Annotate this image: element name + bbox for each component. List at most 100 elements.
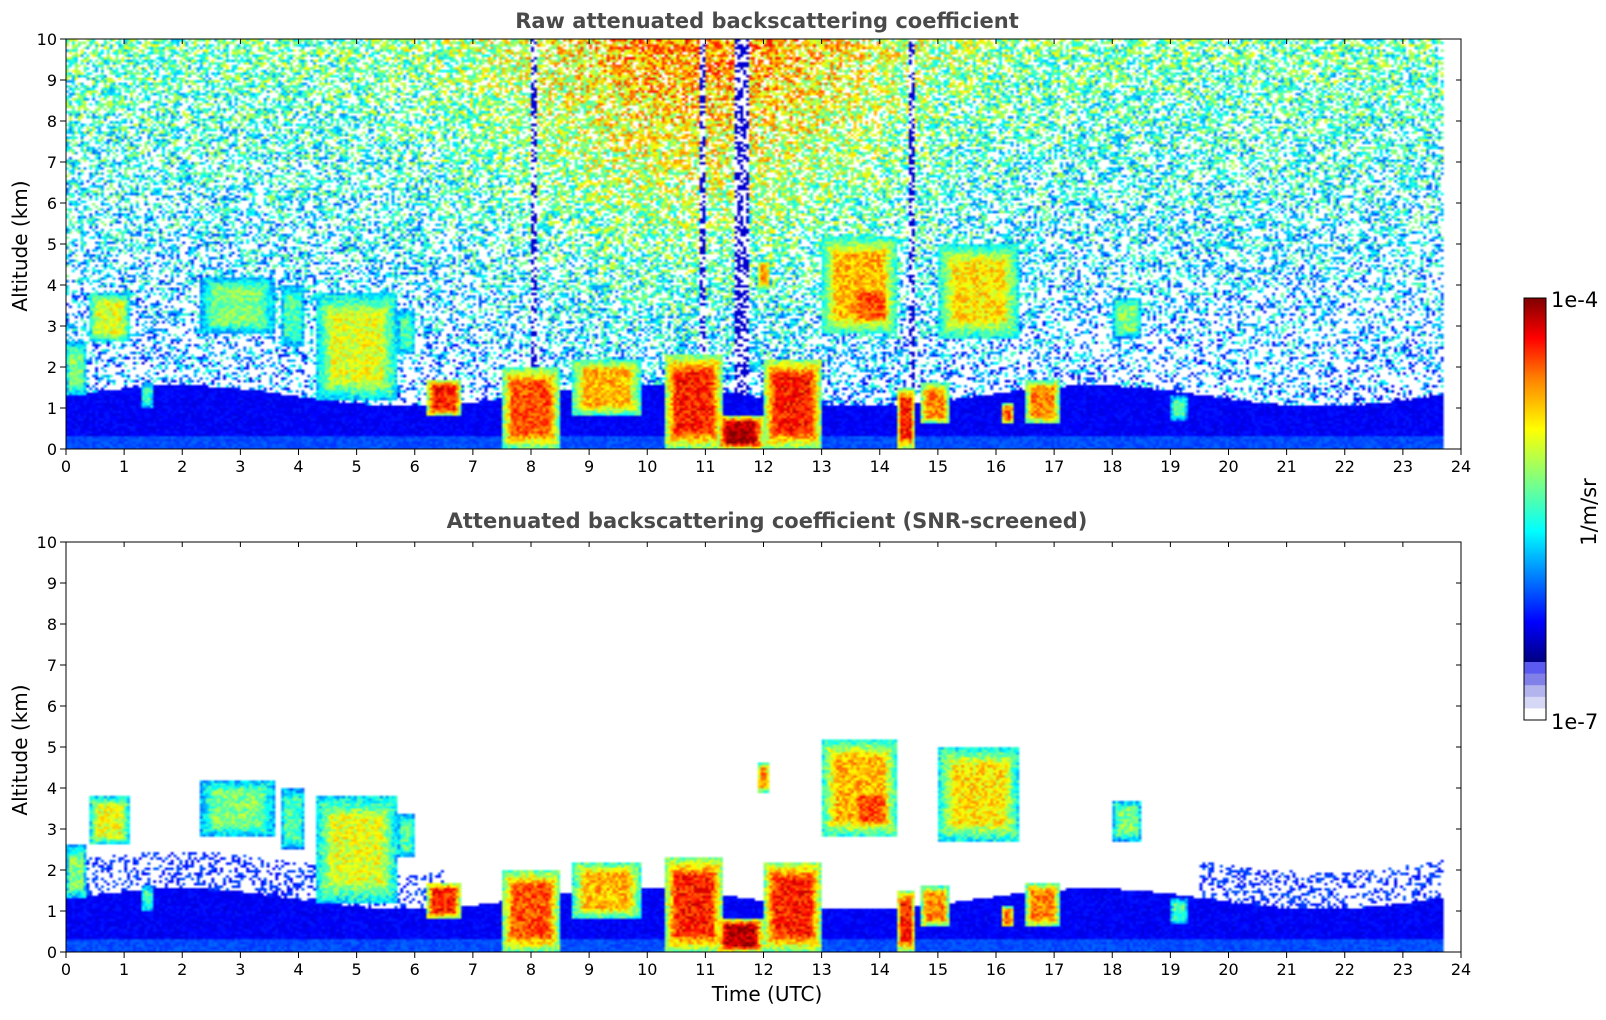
x-axis-ticks: 0 1 2 3 4 5 6 7 8 9 10 11 12 13 14 15 16 17 18 19 20 21 22 23 24 [61,542,1471,979]
x-tick-label: 1 [119,960,129,979]
x-tick-label: 16 [986,457,1006,476]
x-tick-label: 3 [235,457,245,476]
x-tick-label: 8 [526,457,536,476]
snr-screened-panel: Attenuated backscattering coefficient (S… [8,509,1471,1006]
x-axis-label: Time (UTC) [711,982,823,1006]
backscatter-heatmap-image [66,39,1461,449]
raw-backscatter-panel: Raw attenuated backscattering coefficien… [8,9,1471,476]
x-tick-label: 13 [811,960,831,979]
x-tick-label: 8 [526,960,536,979]
colorbar-low-shade [1524,708,1546,721]
y-axis-ticks: 0 1 2 3 4 5 6 7 8 9 10 [37,533,1461,962]
x-tick-label: 12 [753,457,773,476]
colorbar-low-shade [1524,662,1546,675]
chart-title: Raw attenuated backscattering coefficien… [515,9,1019,33]
y-tick-label: 7 [47,153,57,172]
x-tick-label: 19 [1160,960,1180,979]
x-tick-label: 4 [293,960,303,979]
y-tick-label: 5 [47,235,57,254]
y-tick-label: 0 [47,943,57,962]
y-tick-label: 9 [47,71,57,90]
colorbar-low-shades [1524,662,1546,721]
x-tick-label: 12 [753,960,773,979]
y-tick-label: 10 [37,30,57,49]
heatmap-plot-area [65,541,1462,953]
x-tick-label: 14 [870,960,890,979]
y-tick-label: 6 [47,697,57,716]
colorbar-low-shade [1524,696,1546,709]
x-tick-label: 2 [177,960,187,979]
x-tick-label: 10 [637,960,657,979]
x-tick-label: 18 [1102,960,1122,979]
y-tick-label: 9 [47,574,57,593]
x-tick-label: 17 [1044,457,1064,476]
y-tick-label: 1 [47,399,57,418]
y-tick-label: 0 [47,440,57,459]
x-tick-label: 3 [235,960,245,979]
y-tick-label: 6 [47,194,57,213]
colorbar-unit-label: 1/m/sr [1577,478,1601,546]
y-tick-label: 2 [47,358,57,377]
y-tick-label: 5 [47,738,57,757]
x-tick-label: 24 [1451,960,1471,979]
colorbar-frame [1523,297,1547,721]
y-tick-label: 4 [47,276,57,295]
x-tick-label: 16 [986,960,1006,979]
x-tick-label: 21 [1276,960,1296,979]
x-tick-label: 23 [1393,457,1413,476]
x-tick-label: 19 [1160,457,1180,476]
y-tick-label: 8 [47,615,57,634]
x-tick-label: 2 [177,457,187,476]
colorbar-min-label: 1e-7 [1551,710,1598,734]
x-tick-label: 22 [1335,960,1355,979]
x-tick-label: 13 [811,457,831,476]
y-tick-label: 4 [47,779,57,798]
y-axis-label: Altitude (km) [8,684,32,815]
x-tick-label: 5 [352,457,362,476]
x-tick-label: 7 [468,457,478,476]
x-tick-label: 9 [584,960,594,979]
y-tick-label: 2 [47,861,57,880]
y-tick-label: 3 [47,820,57,839]
x-tick-label: 23 [1393,960,1413,979]
y-tick-label: 3 [47,317,57,336]
x-tick-label: 4 [293,457,303,476]
x-tick-label: 6 [410,960,420,979]
x-tick-label: 1 [119,457,129,476]
x-tick-label: 20 [1218,457,1238,476]
x-tick-label: 0 [61,457,71,476]
y-tick-label: 1 [47,902,57,921]
x-tick-label: 0 [61,960,71,979]
x-tick-label: 18 [1102,457,1122,476]
chart-title: Attenuated backscattering coefficient (S… [447,509,1088,533]
x-tick-label: 5 [352,960,362,979]
x-tick-label: 6 [410,457,420,476]
backscatter-heatmap-image [66,542,1461,952]
colorbar: 1e-4 1e-7 1/m/sr [1523,288,1601,734]
y-tick-label: 7 [47,656,57,675]
x-tick-label: 21 [1276,457,1296,476]
x-tick-label: 15 [928,960,948,979]
colorbar-low-shade [1524,673,1546,686]
y-tick-label: 10 [37,533,57,552]
x-tick-label: 17 [1044,960,1064,979]
x-tick-label: 15 [928,457,948,476]
colorbar-max-label: 1e-4 [1551,288,1598,312]
y-tick-label: 8 [47,112,57,131]
x-tick-label: 9 [584,457,594,476]
x-tick-label: 10 [637,457,657,476]
heatmap-plot-area [65,38,1462,450]
y-axis-label: Altitude (km) [8,180,32,311]
x-tick-label: 7 [468,960,478,979]
colorbar-gradient [1524,298,1546,662]
y-axis-ticks: 0 1 2 3 4 5 6 7 8 9 10 [37,30,1461,459]
x-tick-label: 14 [870,457,890,476]
x-tick-label: 11 [695,457,715,476]
x-tick-label: 22 [1335,457,1355,476]
x-tick-label: 24 [1451,457,1471,476]
colorbar-low-shade [1524,685,1546,698]
x-tick-label: 11 [695,960,715,979]
x-axis-ticks: 0 1 2 3 4 5 6 7 8 9 10 11 12 13 14 15 16 17 18 19 20 21 22 23 24 [61,39,1471,476]
x-tick-label: 20 [1218,960,1238,979]
